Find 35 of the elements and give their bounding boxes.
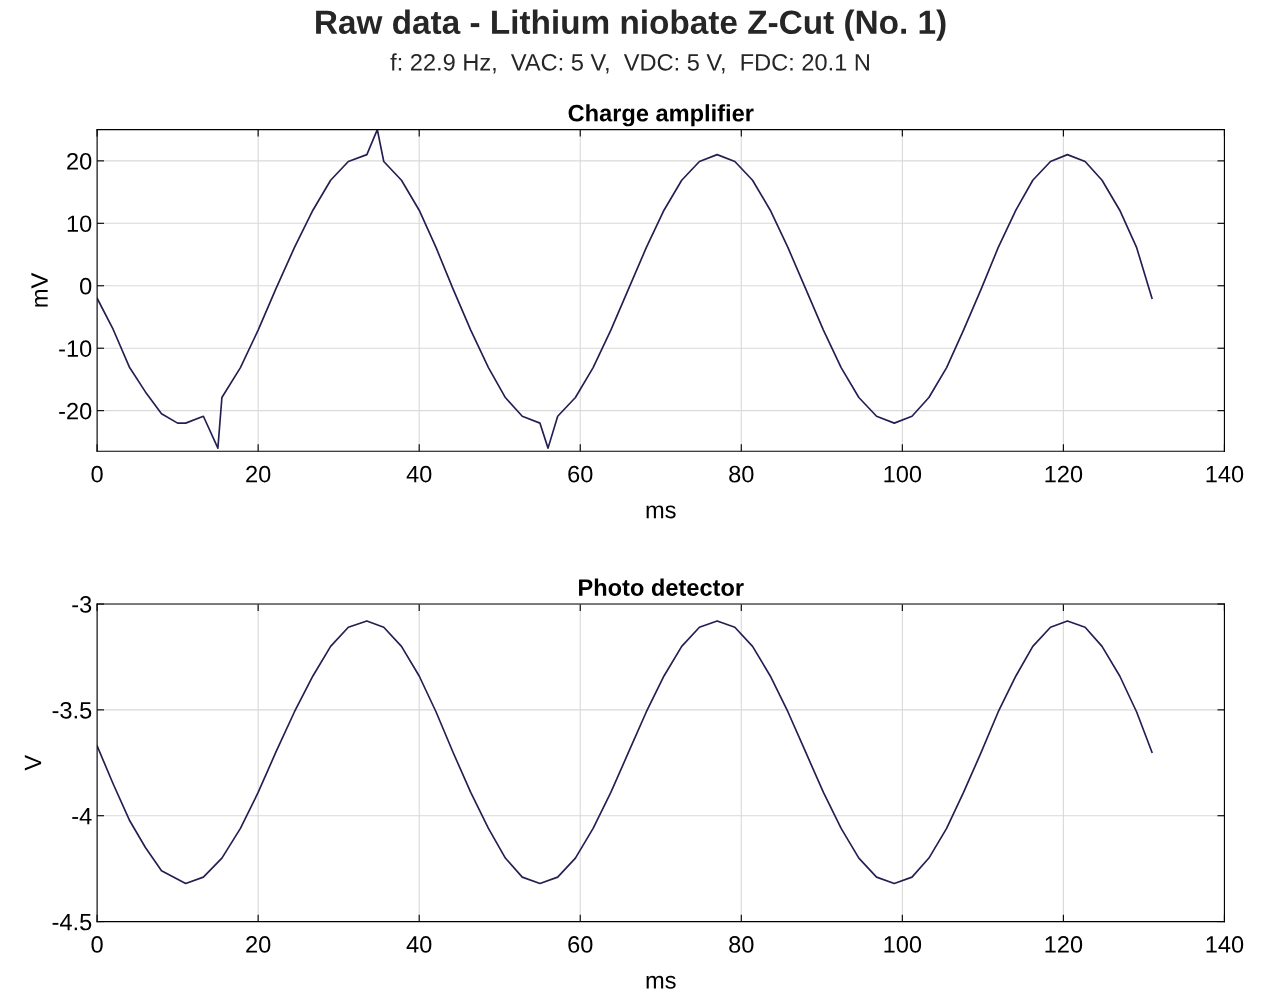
- x-tick-label: 0: [91, 936, 103, 953]
- x-axis-title: ms: [646, 975, 676, 989]
- x-axis-title: ms: [646, 505, 676, 519]
- x-tick-label: 40: [406, 465, 432, 483]
- x-tick-label: 100: [884, 936, 922, 953]
- y-axis-title: V: [24, 755, 42, 771]
- y-tick-label: -4.5: [52, 913, 92, 931]
- x-tick-label: 140: [1206, 465, 1244, 483]
- chart-title: Photo detector: [579, 578, 744, 596]
- y-tick-label: -3.5: [52, 701, 92, 719]
- y-axis-title: mV: [31, 272, 48, 307]
- x-tick-label: 0: [91, 465, 103, 483]
- y-tick-label: 20: [67, 152, 92, 170]
- y-tick-label: -4: [72, 808, 92, 825]
- line-series: [97, 129, 1153, 449]
- text: Raw data - Lithium niobate Z-Cut (No. 1): [316, 9, 946, 41]
- x-tick-label: 100: [884, 465, 922, 483]
- x-tick-label: 140: [1206, 936, 1244, 953]
- x-tick-label: 20: [246, 465, 271, 483]
- chart-title: Charge amplifier: [568, 104, 754, 127]
- x-tick-label: 40: [406, 936, 432, 953]
- y-tick-label: -20: [59, 402, 92, 420]
- x-tick-label: 80: [729, 465, 754, 483]
- x-tick-label: 120: [1045, 465, 1083, 483]
- y-tick-label: 10: [67, 215, 92, 233]
- y-tick-label: -10: [59, 340, 92, 357]
- y-tick-label: -3: [72, 596, 92, 613]
- x-tick-label: 60: [568, 465, 593, 483]
- x-tick-label: 80: [729, 936, 754, 953]
- x-tick-label: 60: [568, 936, 593, 953]
- y-tick-label: 0: [80, 277, 92, 295]
- text: f: 22.9 Hz, VAC: 5 V, VDC: 5 V, FDC: 20.1 N: [390, 53, 869, 74]
- x-tick-label: 120: [1045, 936, 1083, 953]
- line-series: [97, 620, 1153, 885]
- x-tick-label: 20: [246, 936, 271, 953]
